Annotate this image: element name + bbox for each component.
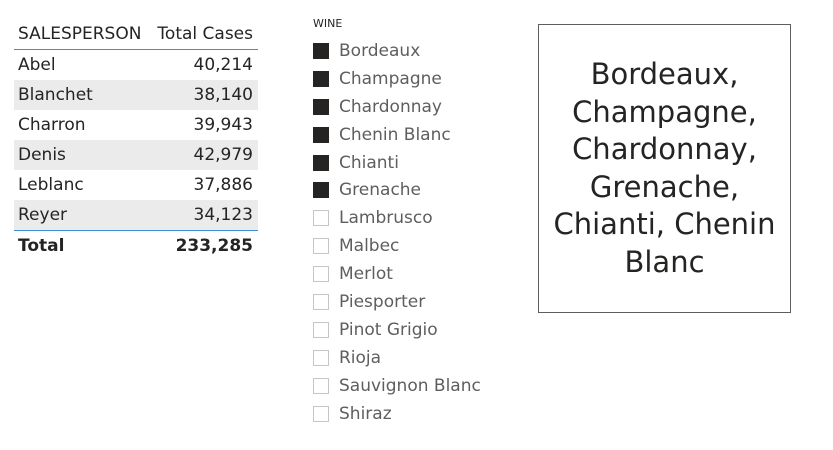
slicer-item-label: Champagne — [339, 68, 442, 89]
slicer-item[interactable]: Malbec — [313, 232, 503, 260]
checkbox-checked[interactable] — [313, 126, 329, 143]
slicer-item[interactable]: Chardonnay — [313, 93, 503, 121]
slicer-item[interactable]: Chianti — [313, 149, 503, 177]
table-row[interactable]: Leblanc 37,886 — [14, 170, 258, 200]
slicer-item[interactable]: Champagne — [313, 65, 503, 93]
cell-total-cases: 39,943 — [193, 115, 253, 135]
total-label: Total — [18, 236, 65, 256]
slicer-item-label: Chianti — [339, 152, 399, 173]
cell-total-cases: 40,214 — [193, 55, 253, 75]
cell-salesperson: Abel — [18, 55, 56, 75]
table-row[interactable]: Blanchet 38,140 — [14, 80, 258, 110]
table-row[interactable]: Charron 39,943 — [14, 110, 258, 140]
checkbox-checked[interactable] — [313, 42, 329, 59]
total-value: 233,285 — [175, 236, 253, 256]
slicer-item-label: Chenin Blanc — [339, 124, 451, 145]
slicer-item-label: Merlot — [339, 264, 393, 285]
slicer-item-label: Grenache — [339, 180, 422, 201]
cell-salesperson: Denis — [18, 145, 66, 165]
checkbox-checked[interactable] — [313, 70, 329, 87]
checkbox-unchecked[interactable] — [313, 405, 329, 422]
slicer-item[interactable]: Grenache — [313, 176, 503, 204]
checkbox-unchecked[interactable] — [313, 377, 329, 394]
cell-salesperson: Blanchet — [18, 85, 93, 105]
checkbox-checked[interactable] — [313, 98, 329, 115]
table-row[interactable]: Denis 42,979 — [14, 140, 258, 170]
slicer-item[interactable]: Shiraz — [313, 400, 503, 428]
checkbox-unchecked[interactable] — [313, 293, 329, 310]
slicer-item[interactable]: Rioja — [313, 344, 503, 372]
cell-total-cases: 42,979 — [193, 145, 253, 165]
checkbox-unchecked[interactable] — [313, 349, 329, 366]
slicer-item-label: Piesporter — [339, 291, 426, 312]
slicer-item[interactable]: Sauvignon Blanc — [313, 372, 503, 400]
checkbox-unchecked[interactable] — [313, 266, 329, 283]
table-row[interactable]: Abel 40,214 — [14, 50, 258, 80]
slicer-item[interactable]: Chenin Blanc — [313, 121, 503, 149]
slicer-item-label: Lambrusco — [339, 208, 433, 229]
slicer-item-label: Malbec — [339, 236, 400, 257]
table-total-row: Total 233,285 — [14, 230, 258, 261]
slicer-title: WINE — [313, 17, 343, 30]
sales-table: SALESPERSON Total Cases Abel 40,214 Blan… — [14, 18, 258, 261]
cell-salesperson: Reyer — [18, 205, 68, 225]
checkbox-unchecked[interactable] — [313, 210, 329, 227]
slicer-item[interactable]: Bordeaux — [313, 37, 503, 65]
slicer-item-label: Rioja — [339, 347, 382, 368]
slicer-item-label: Pinot Grigio — [339, 319, 438, 340]
checkbox-unchecked[interactable] — [313, 238, 329, 255]
cell-salesperson: Leblanc — [18, 175, 84, 195]
column-header-total-cases[interactable]: Total Cases — [157, 23, 253, 44]
slicer-item[interactable]: Pinot Grigio — [313, 316, 503, 344]
card-value: Bordeaux, Champagne, Chardonnay, Grenach… — [553, 57, 776, 279]
slicer-item[interactable]: Piesporter — [313, 288, 503, 316]
table-row[interactable]: Reyer 34,123 — [14, 200, 258, 230]
cell-total-cases: 38,140 — [193, 85, 253, 105]
table-header: SALESPERSON Total Cases — [14, 18, 258, 50]
cell-salesperson: Charron — [18, 115, 86, 135]
slicer-item-list: Bordeaux Champagne Chardonnay Chenin Blanc C… — [313, 37, 503, 427]
slicer-item[interactable]: Lambrusco — [313, 204, 503, 232]
checkbox-unchecked[interactable] — [313, 321, 329, 338]
slicer-item[interactable]: Merlot — [313, 260, 503, 288]
slicer-item-label: Chardonnay — [339, 96, 442, 117]
cell-total-cases: 37,886 — [193, 175, 253, 195]
selected-wines-card: Bordeaux, Champagne, Chardonnay, Grenach… — [538, 24, 791, 313]
slicer-item-label: Bordeaux — [339, 40, 421, 61]
column-header-salesperson[interactable]: SALESPERSON — [18, 23, 142, 44]
cell-total-cases: 34,123 — [193, 205, 253, 225]
slicer-item-label: Sauvignon Blanc — [339, 375, 481, 396]
checkbox-checked[interactable] — [313, 182, 329, 199]
checkbox-checked[interactable] — [313, 154, 329, 171]
slicer-item-label: Shiraz — [339, 403, 392, 424]
wine-slicer: WINE Bordeaux Champagne Chardonnay Chenin B… — [313, 17, 503, 427]
